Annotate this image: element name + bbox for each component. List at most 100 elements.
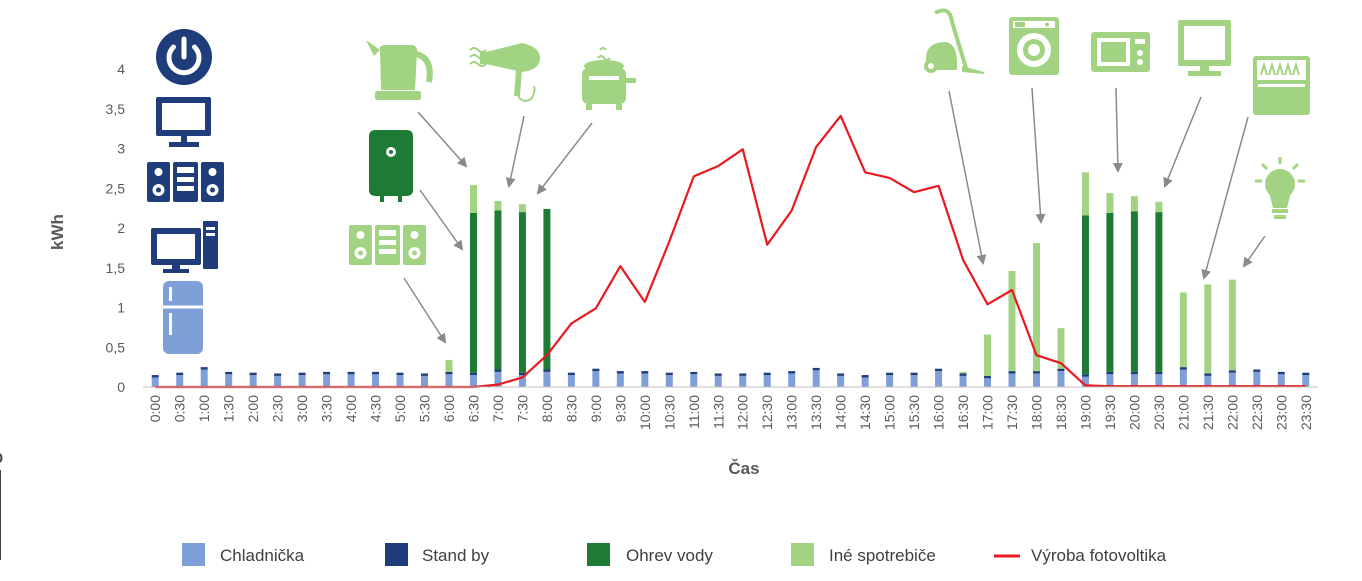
bar-stand-by-9 (372, 371, 380, 375)
x-tick-label: 18:30 (1053, 395, 1069, 430)
bar-chladnicka-5 (274, 375, 282, 387)
bar-chladnicka-34 (984, 378, 992, 387)
hairdryer-icon (469, 43, 540, 102)
arrow-lightbulb (1242, 235, 1266, 268)
x-tick-label: 23:30 (1298, 395, 1314, 430)
x-tick-label: 4:30 (368, 395, 384, 422)
bar-chladnicka-11 (421, 375, 429, 387)
bar-stand-by-43 (1204, 373, 1212, 376)
x-tick-label: 13:00 (784, 395, 800, 430)
x-tick-label: 9:30 (612, 395, 628, 422)
bar-stand-by-38 (1081, 374, 1089, 377)
vacuum-icon (924, 8, 984, 74)
dishwasher-icon (1253, 56, 1310, 115)
x-tick-label: 22:00 (1224, 395, 1240, 430)
bar-stand-by-11 (421, 373, 429, 376)
bar-chladnicka-8 (347, 374, 355, 387)
bar-chladnicka-19 (616, 373, 624, 387)
bar-ine-spotrebice-37 (1057, 328, 1065, 369)
bar-stand-by-46 (1277, 371, 1285, 375)
bar-ine-spotrebice-35 (1008, 270, 1016, 372)
bar-ohrev-vody-13 (469, 212, 477, 373)
x-tick-label: 23:00 (1273, 395, 1289, 430)
bar-stand-by-0 (151, 375, 159, 378)
x-tick-label: 10:00 (637, 395, 653, 430)
bar-stand-by-13 (469, 372, 477, 376)
bar-stand-by-2 (200, 367, 208, 370)
bar-stand-by-3 (225, 371, 233, 375)
bar-ine-spotrebice-33 (959, 371, 967, 374)
arrow-hairdryer (505, 115, 525, 188)
bar-chladnicka-31 (910, 375, 918, 387)
bar-stand-by-34 (984, 375, 992, 379)
bar-stand-by-45 (1253, 369, 1261, 372)
x-tick-label: 2:30 (270, 395, 286, 422)
bar-stand-by-18 (592, 368, 600, 372)
x-tick-label: 20:30 (1151, 395, 1167, 430)
x-tick-label: 17:30 (1004, 395, 1020, 430)
bar-stand-by-37 (1057, 368, 1065, 372)
bar-stand-by-12 (445, 371, 453, 375)
microwave-icon (1091, 32, 1150, 72)
x-tick-label: 16:00 (931, 395, 947, 430)
legend-item-fv: Výroba fotovoltika (994, 546, 1167, 565)
arrow-toaster (536, 122, 593, 195)
legend-label-standby: Stand by (422, 546, 490, 565)
x-tick-label: 15:30 (906, 395, 922, 430)
bar-ine-spotrebice-40 (1130, 196, 1138, 212)
bar-stand-by-31 (910, 372, 918, 376)
bar-ohrev-vody-15 (518, 212, 526, 373)
arrow-microwave (1112, 87, 1123, 173)
kettle-icon (366, 40, 433, 100)
bar-stand-by-19 (616, 371, 624, 374)
bar-ine-spotrebice-44 (1228, 279, 1236, 371)
bar-chladnicka-14 (494, 371, 502, 387)
bar-ine-spotrebice-42 (1179, 292, 1187, 368)
x-tick-label: 3:30 (319, 395, 335, 422)
arrow-speakers (403, 277, 447, 344)
bar-chladnicka-21 (665, 375, 673, 387)
y-tick-labels: 0 0,5 1 1,5 2 2,5 3 3,5 4 (106, 61, 126, 395)
bar-chladnicka-32 (935, 371, 943, 387)
x-tick-label: 2:00 (245, 395, 261, 422)
bar-chladnicka-42 (1179, 369, 1187, 387)
bar-stand-by-35 (1008, 371, 1016, 374)
legend-item-standby: Stand by (385, 543, 490, 566)
y-tick-label: 3 (117, 141, 125, 157)
x-tick-label: 6:00 (441, 395, 457, 422)
bar-chladnicka-30 (886, 375, 894, 387)
x-tick-label: 13:30 (808, 395, 824, 430)
x-tick-label: 6:30 (465, 395, 481, 422)
boiler-icon (369, 130, 413, 202)
bar-chladnicka-39 (1106, 374, 1114, 387)
bar-stand-by-17 (567, 372, 575, 376)
bar-chladnicka-45 (1253, 371, 1261, 387)
bar-stand-by-33 (959, 373, 967, 376)
x-tick-label: 1:30 (221, 395, 237, 422)
bar-chladnicka-27 (812, 370, 820, 387)
bar-chladnicka-33 (959, 375, 967, 387)
bar-ine-spotrebice-14 (494, 200, 502, 211)
bar-chladnicka-25 (763, 375, 771, 387)
y-tick-label: 0,5 (106, 339, 126, 355)
bar-ohrev-vody-38 (1081, 215, 1089, 375)
bar-stand-by-15 (518, 372, 526, 376)
bar-chladnicka-28 (837, 375, 845, 387)
bar-chladnicka-35 (1008, 373, 1016, 387)
tv-icon (1178, 20, 1231, 76)
bar-chladnicka-26 (788, 373, 796, 387)
bar-chladnicka-23 (714, 375, 722, 387)
bars-layer (151, 172, 1310, 387)
arrow-boiler (419, 189, 464, 251)
x-axis-title: Čas (728, 459, 759, 478)
arrow-dishwasher (1201, 116, 1249, 280)
x-tick-label: 11:30 (710, 395, 726, 429)
bar-chladnicka-15 (518, 375, 526, 387)
annotation-arrows (403, 87, 1266, 344)
x-tick-label: 5:00 (392, 395, 408, 422)
x-tick-label: 14:00 (833, 395, 849, 430)
bar-chladnicka-1 (176, 375, 184, 387)
bar-stand-by-5 (274, 373, 282, 376)
power-icon (156, 29, 212, 85)
bar-chladnicka-22 (690, 374, 698, 387)
